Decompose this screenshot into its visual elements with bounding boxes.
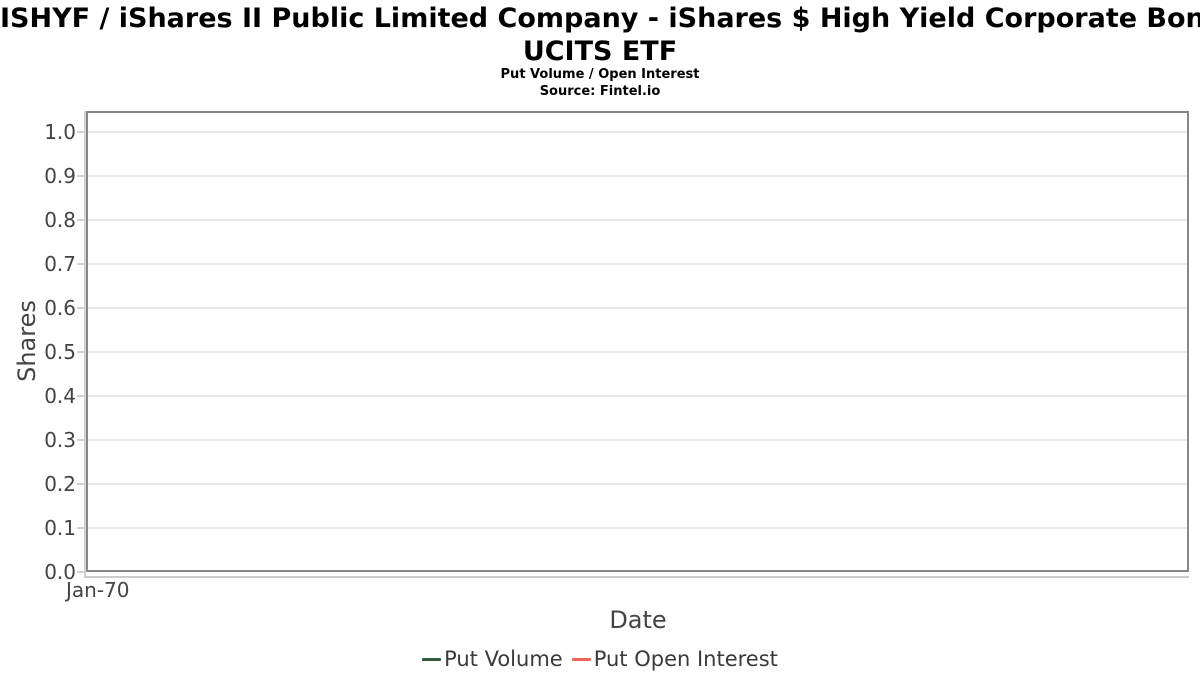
put-volume-line-swatch-icon [422, 657, 442, 661]
chart-title-line-2: UCITS ETF [522, 36, 678, 67]
legend-item-put-volume[interactable]: Put Volume [422, 645, 563, 673]
y-tick-mark-0.0 [77, 571, 85, 573]
y-tick-mark-0.7 [77, 263, 85, 265]
gridline-0.9 [88, 175, 1187, 177]
y-tick-mark-0.4 [77, 395, 85, 397]
gridline-0.8 [88, 219, 1187, 221]
x-axis-line [84, 576, 1189, 578]
gridline-0.5 [88, 351, 1187, 353]
legend-item-put-open-interest[interactable]: Put Open Interest [571, 645, 778, 673]
y-tick-label-0.8: 0.8 [44, 208, 76, 232]
y-tick-label-0.5: 0.5 [44, 340, 76, 364]
chart-title-line-1: ISHYF / iShares II Public Limited Compan… [0, 3, 1200, 34]
y-tick-label-0.1: 0.1 [44, 516, 76, 540]
y-tick-label-0.9: 0.9 [44, 164, 76, 188]
y-tick-mark-0.9 [77, 175, 85, 177]
plot-area[interactable] [86, 111, 1189, 572]
y-axis-line [84, 111, 86, 578]
gridline-0.2 [88, 483, 1187, 485]
y-tick-mark-0.3 [77, 439, 85, 441]
gridline-0.4 [88, 395, 1187, 397]
chart-source-attribution: Source: Fintel.io [539, 84, 661, 99]
gridline-0.6 [88, 307, 1187, 309]
put-open-interest-legend-label: Put Open Interest [593, 647, 778, 671]
y-tick-label-0.2: 0.2 [44, 472, 76, 496]
y-tick-label-0.6: 0.6 [44, 296, 76, 320]
y-tick-mark-1.0 [77, 131, 85, 133]
y-tick-mark-0.2 [77, 483, 85, 485]
y-tick-mark-0.8 [77, 219, 85, 221]
put-volume-legend-label: Put Volume [444, 647, 563, 671]
legend: Put Volume Put Open Interest [0, 645, 1200, 673]
y-tick-label-0.3: 0.3 [44, 428, 76, 452]
chart-subtitle: Put Volume / Open Interest [500, 67, 700, 82]
y-axis-title: Shares [13, 300, 41, 382]
gridline-0.3 [88, 439, 1187, 441]
y-tick-mark-0.5 [77, 351, 85, 353]
y-tick-label-0.0: 0.0 [44, 560, 76, 584]
x-axis-tick-label: Jan-70 [66, 578, 130, 602]
x-axis-title: Date [609, 606, 667, 634]
y-tick-mark-0.6 [77, 307, 85, 309]
y-tick-label-0.4: 0.4 [44, 384, 76, 408]
y-tick-label-1.0: 1.0 [44, 120, 76, 144]
gridline-0.7 [88, 263, 1187, 265]
gridline-1.0 [88, 131, 1187, 133]
put-open-interest-line-swatch-icon [571, 657, 591, 661]
gridline-0.1 [88, 527, 1187, 529]
y-tick-label-0.7: 0.7 [44, 252, 76, 276]
y-tick-mark-0.1 [77, 527, 85, 529]
